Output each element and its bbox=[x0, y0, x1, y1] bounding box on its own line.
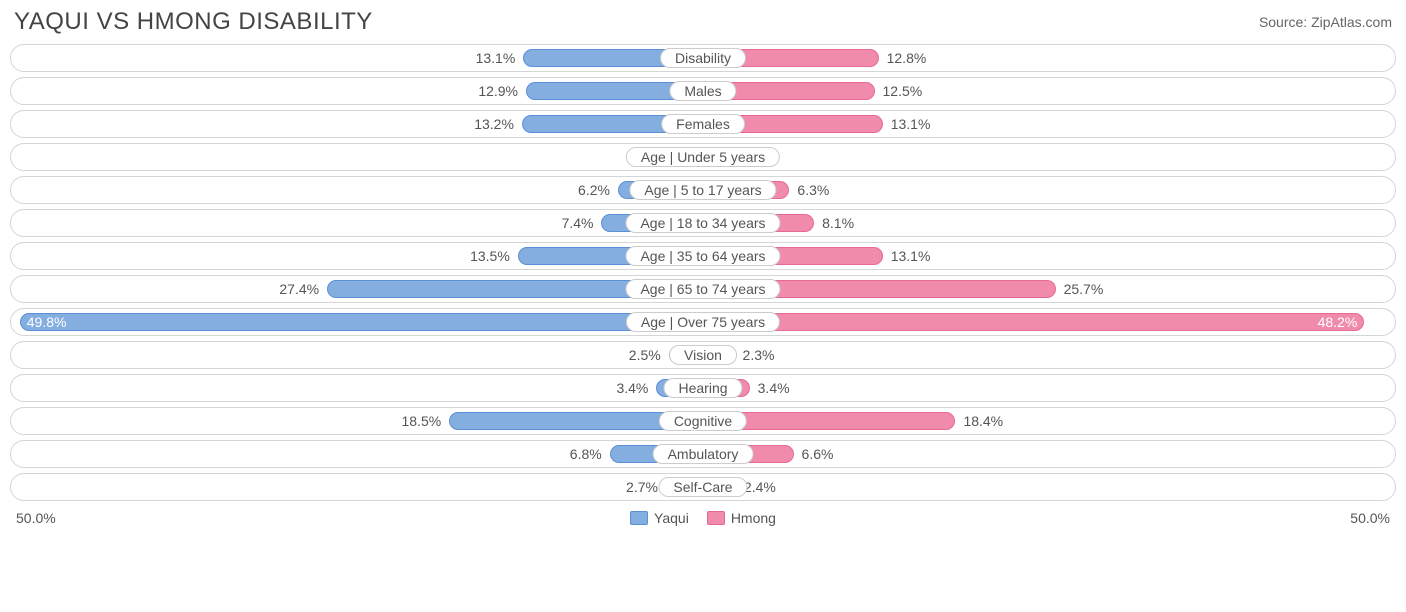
value-label-right: 25.7% bbox=[1064, 281, 1104, 297]
bar-right: 48.2% bbox=[703, 313, 1364, 331]
legend-swatch-right bbox=[707, 511, 725, 525]
chart-row: 27.4% 25.7% Age | 65 to 74 years bbox=[10, 275, 1396, 303]
value-label-right: 18.4% bbox=[963, 413, 1003, 429]
axis-max-left: 50.0% bbox=[16, 510, 56, 526]
legend-item-right: Hmong bbox=[707, 510, 776, 526]
chart-row: 13.1% 12.8% Disability bbox=[10, 44, 1396, 72]
value-label-left: 18.5% bbox=[401, 413, 441, 429]
chart-row: 18.5% 18.4% Cognitive bbox=[10, 407, 1396, 435]
value-label-left: 7.4% bbox=[562, 215, 594, 231]
value-label-right: 3.4% bbox=[758, 380, 790, 396]
category-badge: Age | 65 to 74 years bbox=[625, 279, 780, 299]
value-label-left: 27.4% bbox=[279, 281, 319, 297]
legend-item-left: Yaqui bbox=[630, 510, 689, 526]
value-label-right: 2.3% bbox=[743, 347, 775, 363]
category-badge: Cognitive bbox=[659, 411, 747, 431]
value-label-right: 48.2% bbox=[1318, 314, 1358, 330]
category-badge: Vision bbox=[669, 345, 737, 365]
category-badge: Age | 5 to 17 years bbox=[629, 180, 776, 200]
chart-row: 12.9% 12.5% Males bbox=[10, 77, 1396, 105]
category-badge: Self-Care bbox=[658, 477, 747, 497]
chart-row: 13.5% 13.1% Age | 35 to 64 years bbox=[10, 242, 1396, 270]
category-badge: Females bbox=[661, 114, 745, 134]
value-label-left: 49.8% bbox=[27, 314, 67, 330]
legend-label-left: Yaqui bbox=[654, 510, 689, 526]
chart-row: 49.8% 48.2% Age | Over 75 years bbox=[10, 308, 1396, 336]
value-label-right: 2.4% bbox=[744, 479, 776, 495]
legend-label-right: Hmong bbox=[731, 510, 776, 526]
chart-title: YAQUI VS HMONG DISABILITY bbox=[14, 8, 373, 36]
bar-left: 49.8% bbox=[20, 313, 703, 331]
value-label-left: 13.5% bbox=[470, 248, 510, 264]
value-label-right: 8.1% bbox=[822, 215, 854, 231]
category-badge: Hearing bbox=[663, 378, 742, 398]
chart-row: 7.4% 8.1% Age | 18 to 34 years bbox=[10, 209, 1396, 237]
axis-max-right: 50.0% bbox=[1350, 510, 1390, 526]
value-label-right: 6.3% bbox=[797, 182, 829, 198]
value-label-left: 3.4% bbox=[616, 380, 648, 396]
value-label-left: 12.9% bbox=[478, 83, 518, 99]
category-badge: Age | 18 to 34 years bbox=[625, 213, 780, 233]
value-label-left: 6.2% bbox=[578, 182, 610, 198]
value-label-left: 13.2% bbox=[474, 116, 514, 132]
category-badge: Age | 35 to 64 years bbox=[625, 246, 780, 266]
value-label-left: 6.8% bbox=[570, 446, 602, 462]
category-badge: Ambulatory bbox=[653, 444, 754, 464]
category-badge: Males bbox=[669, 81, 736, 101]
chart-row: 3.4% 3.4% Hearing bbox=[10, 374, 1396, 402]
diverging-bar-chart: 13.1% 12.8% Disability 12.9% 12.5% Males 13.2%… bbox=[10, 44, 1396, 501]
value-label-left: 2.7% bbox=[626, 479, 658, 495]
chart-row: 6.2% 6.3% Age | 5 to 17 years bbox=[10, 176, 1396, 204]
chart-row: 1.2%1.1%Age | Under 5 years bbox=[10, 143, 1396, 171]
chart-row: 6.8% 6.6% Ambulatory bbox=[10, 440, 1396, 468]
chart-row: 2.5% 2.3% Vision bbox=[10, 341, 1396, 369]
category-badge: Disability bbox=[660, 48, 746, 68]
value-label-left: 2.5% bbox=[629, 347, 661, 363]
category-badge: Age | Over 75 years bbox=[626, 312, 780, 332]
value-label-left: 13.1% bbox=[476, 50, 516, 66]
value-label-right: 12.8% bbox=[887, 50, 927, 66]
chart-row: 13.2% 13.1% Females bbox=[10, 110, 1396, 138]
value-label-right: 6.6% bbox=[802, 446, 834, 462]
legend: Yaqui Hmong bbox=[630, 510, 776, 526]
value-label-right: 13.1% bbox=[891, 248, 931, 264]
chart-source: Source: ZipAtlas.com bbox=[1259, 14, 1392, 30]
chart-header: YAQUI VS HMONG DISABILITY Source: ZipAtl… bbox=[10, 8, 1396, 44]
legend-swatch-left bbox=[630, 511, 648, 525]
chart-footer: 50.0% Yaqui Hmong 50.0% bbox=[10, 506, 1396, 526]
value-label-right: 13.1% bbox=[891, 116, 931, 132]
category-badge: Age | Under 5 years bbox=[626, 147, 780, 167]
chart-row: 2.7% 2.4%Self-Care bbox=[10, 473, 1396, 501]
value-label-right: 12.5% bbox=[883, 83, 923, 99]
